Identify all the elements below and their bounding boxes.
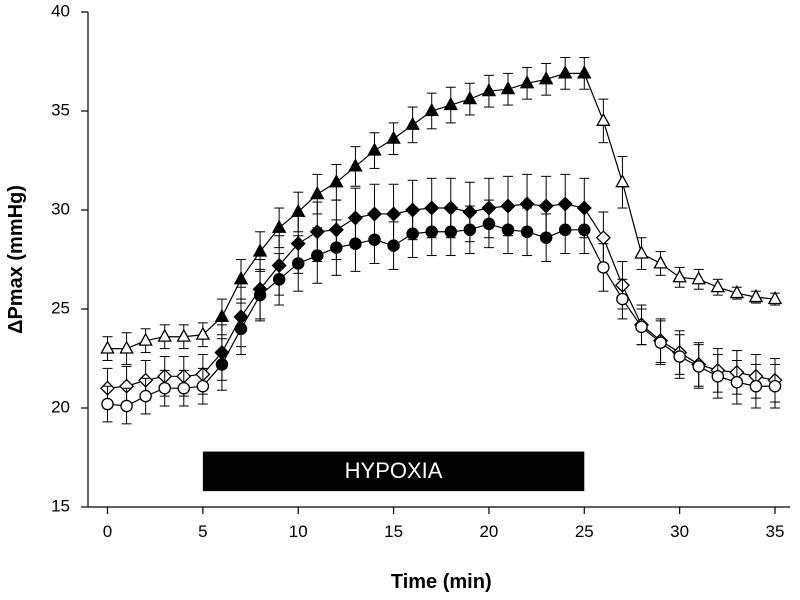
data-point (158, 381, 171, 395)
data-point (597, 261, 610, 274)
data-point (138, 332, 153, 346)
data-point (729, 285, 745, 299)
data-point (176, 328, 192, 342)
data-point (252, 243, 268, 257)
data-point (635, 320, 648, 334)
data-point (311, 249, 324, 262)
data-point (538, 71, 554, 85)
hypoxia-label: HYPOXIA (345, 458, 443, 483)
data-point (443, 96, 459, 111)
data-point (615, 174, 630, 188)
x-tick-label: 10 (289, 522, 308, 541)
data-point (557, 65, 573, 79)
y-axis-title: ΔPmax (mmHg) (5, 185, 27, 334)
data-point (578, 223, 591, 237)
y-tick-label: 40 (51, 1, 70, 20)
data-point (730, 376, 744, 389)
data-point (253, 288, 267, 302)
data-point (139, 389, 152, 403)
series-triangle (100, 57, 783, 365)
series-line (107, 72, 776, 350)
y-tick-label: 35 (51, 100, 70, 119)
data-point (596, 112, 611, 126)
x-tick-label: 20 (479, 522, 498, 541)
data-point (425, 225, 438, 239)
data-point (558, 223, 572, 237)
data-point (672, 269, 687, 283)
data-point (272, 273, 286, 286)
axes: 15 20 25 30 35 40 0 5 10 15 20 25 30 35 (51, 1, 790, 541)
data-point (215, 358, 229, 371)
data-point (463, 223, 477, 237)
data-point (214, 308, 230, 322)
data-point (195, 326, 211, 340)
data-point (406, 227, 419, 241)
data-point (271, 219, 287, 233)
data-point (634, 245, 649, 259)
data-point (595, 230, 611, 246)
data-point (481, 83, 497, 97)
data-point (196, 379, 210, 393)
x-tick-label: 30 (670, 522, 689, 541)
y-tick-label: 20 (51, 397, 70, 416)
data-point (348, 158, 363, 172)
x-tick-label: 5 (198, 522, 207, 541)
data-point (234, 322, 248, 336)
y-tick-label: 25 (51, 298, 70, 317)
data-point (120, 399, 133, 413)
data-point (329, 174, 344, 188)
hypoxia-bar (202, 451, 585, 492)
data-point (501, 223, 515, 237)
x-axis-title: Time (min) (391, 571, 492, 593)
data-point (367, 142, 382, 156)
data-point (538, 198, 554, 214)
data-point (177, 381, 191, 395)
data-point (711, 370, 725, 383)
data-point (101, 397, 114, 411)
series-circle (101, 199, 782, 425)
plot-area (99, 57, 783, 425)
data-point (520, 225, 534, 239)
data-point (500, 81, 516, 95)
data-point (768, 379, 782, 393)
data-point (749, 379, 763, 393)
data-point (748, 288, 764, 303)
data-point (386, 206, 402, 222)
hypoxia-annotation: HYPOXIA (202, 451, 585, 492)
data-point (330, 241, 343, 254)
x-tick-label: 35 (766, 522, 785, 541)
data-point (519, 75, 535, 89)
x-tick-label: 15 (384, 522, 403, 541)
data-point (387, 239, 400, 252)
data-point (692, 360, 705, 373)
data-point (444, 225, 458, 239)
data-point (349, 237, 362, 250)
data-point (310, 186, 325, 200)
data-point (462, 90, 478, 105)
data-point (767, 290, 783, 305)
data-point (291, 257, 305, 270)
x-tick-label: 0 (103, 522, 112, 541)
data-point (616, 292, 629, 306)
data-point (368, 233, 381, 246)
data-point (157, 328, 172, 342)
data-point (482, 217, 496, 231)
data-point (424, 102, 439, 117)
data-point (539, 231, 553, 244)
data-point (100, 340, 115, 354)
x-tick-label: 25 (575, 522, 594, 541)
data-point (673, 350, 686, 363)
data-point (653, 255, 668, 269)
data-point (386, 130, 401, 144)
data-point (233, 271, 249, 285)
data-point (405, 116, 420, 130)
y-tick-label: 15 (51, 496, 70, 515)
data-point (119, 340, 134, 354)
data-point (577, 65, 592, 79)
data-point (691, 271, 706, 285)
data-point (654, 336, 667, 349)
data-point (710, 279, 726, 293)
y-tick-label: 30 (51, 199, 70, 218)
